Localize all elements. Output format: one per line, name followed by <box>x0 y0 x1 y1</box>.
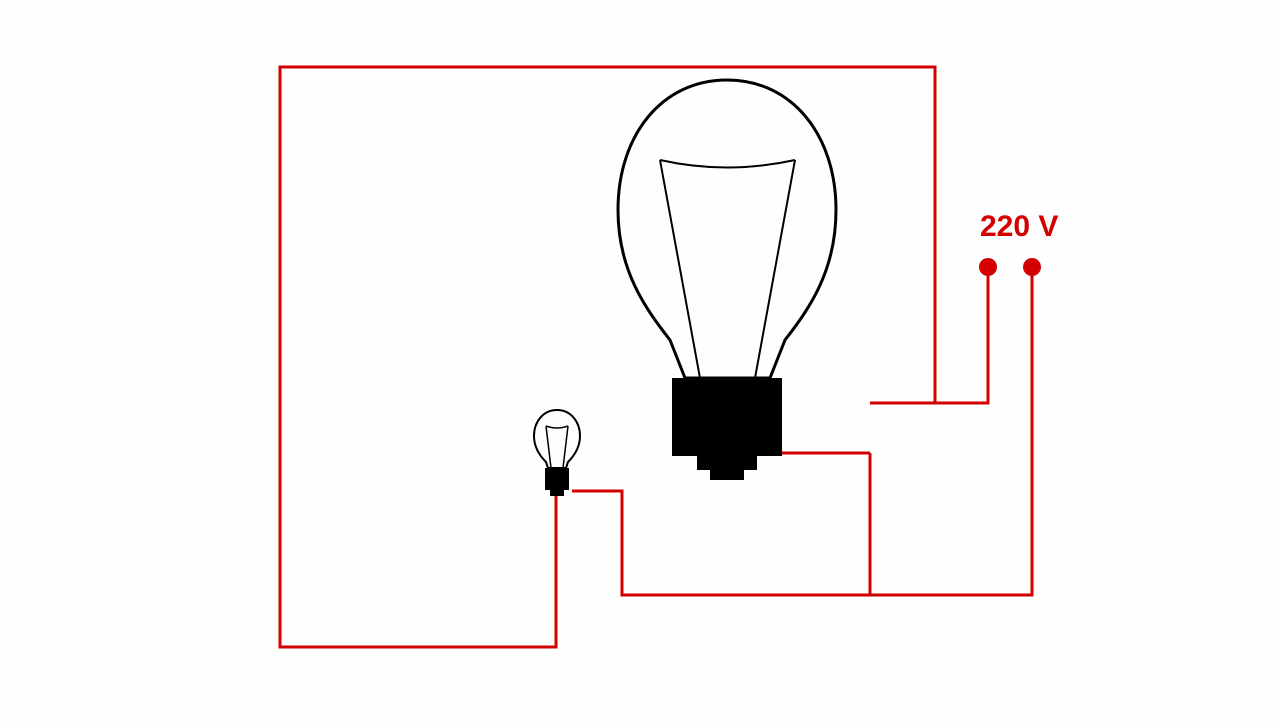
voltage-label: 220 V <box>980 210 1058 244</box>
large-bulb <box>618 80 836 480</box>
small-bulb <box>534 410 580 496</box>
circuit-svg <box>0 0 1280 720</box>
terminal-right <box>1023 258 1041 276</box>
terminal-left <box>979 258 997 276</box>
wires <box>280 67 1032 647</box>
voltage-terminals <box>979 258 1041 276</box>
circuit-diagram: 220 V <box>0 0 1280 720</box>
